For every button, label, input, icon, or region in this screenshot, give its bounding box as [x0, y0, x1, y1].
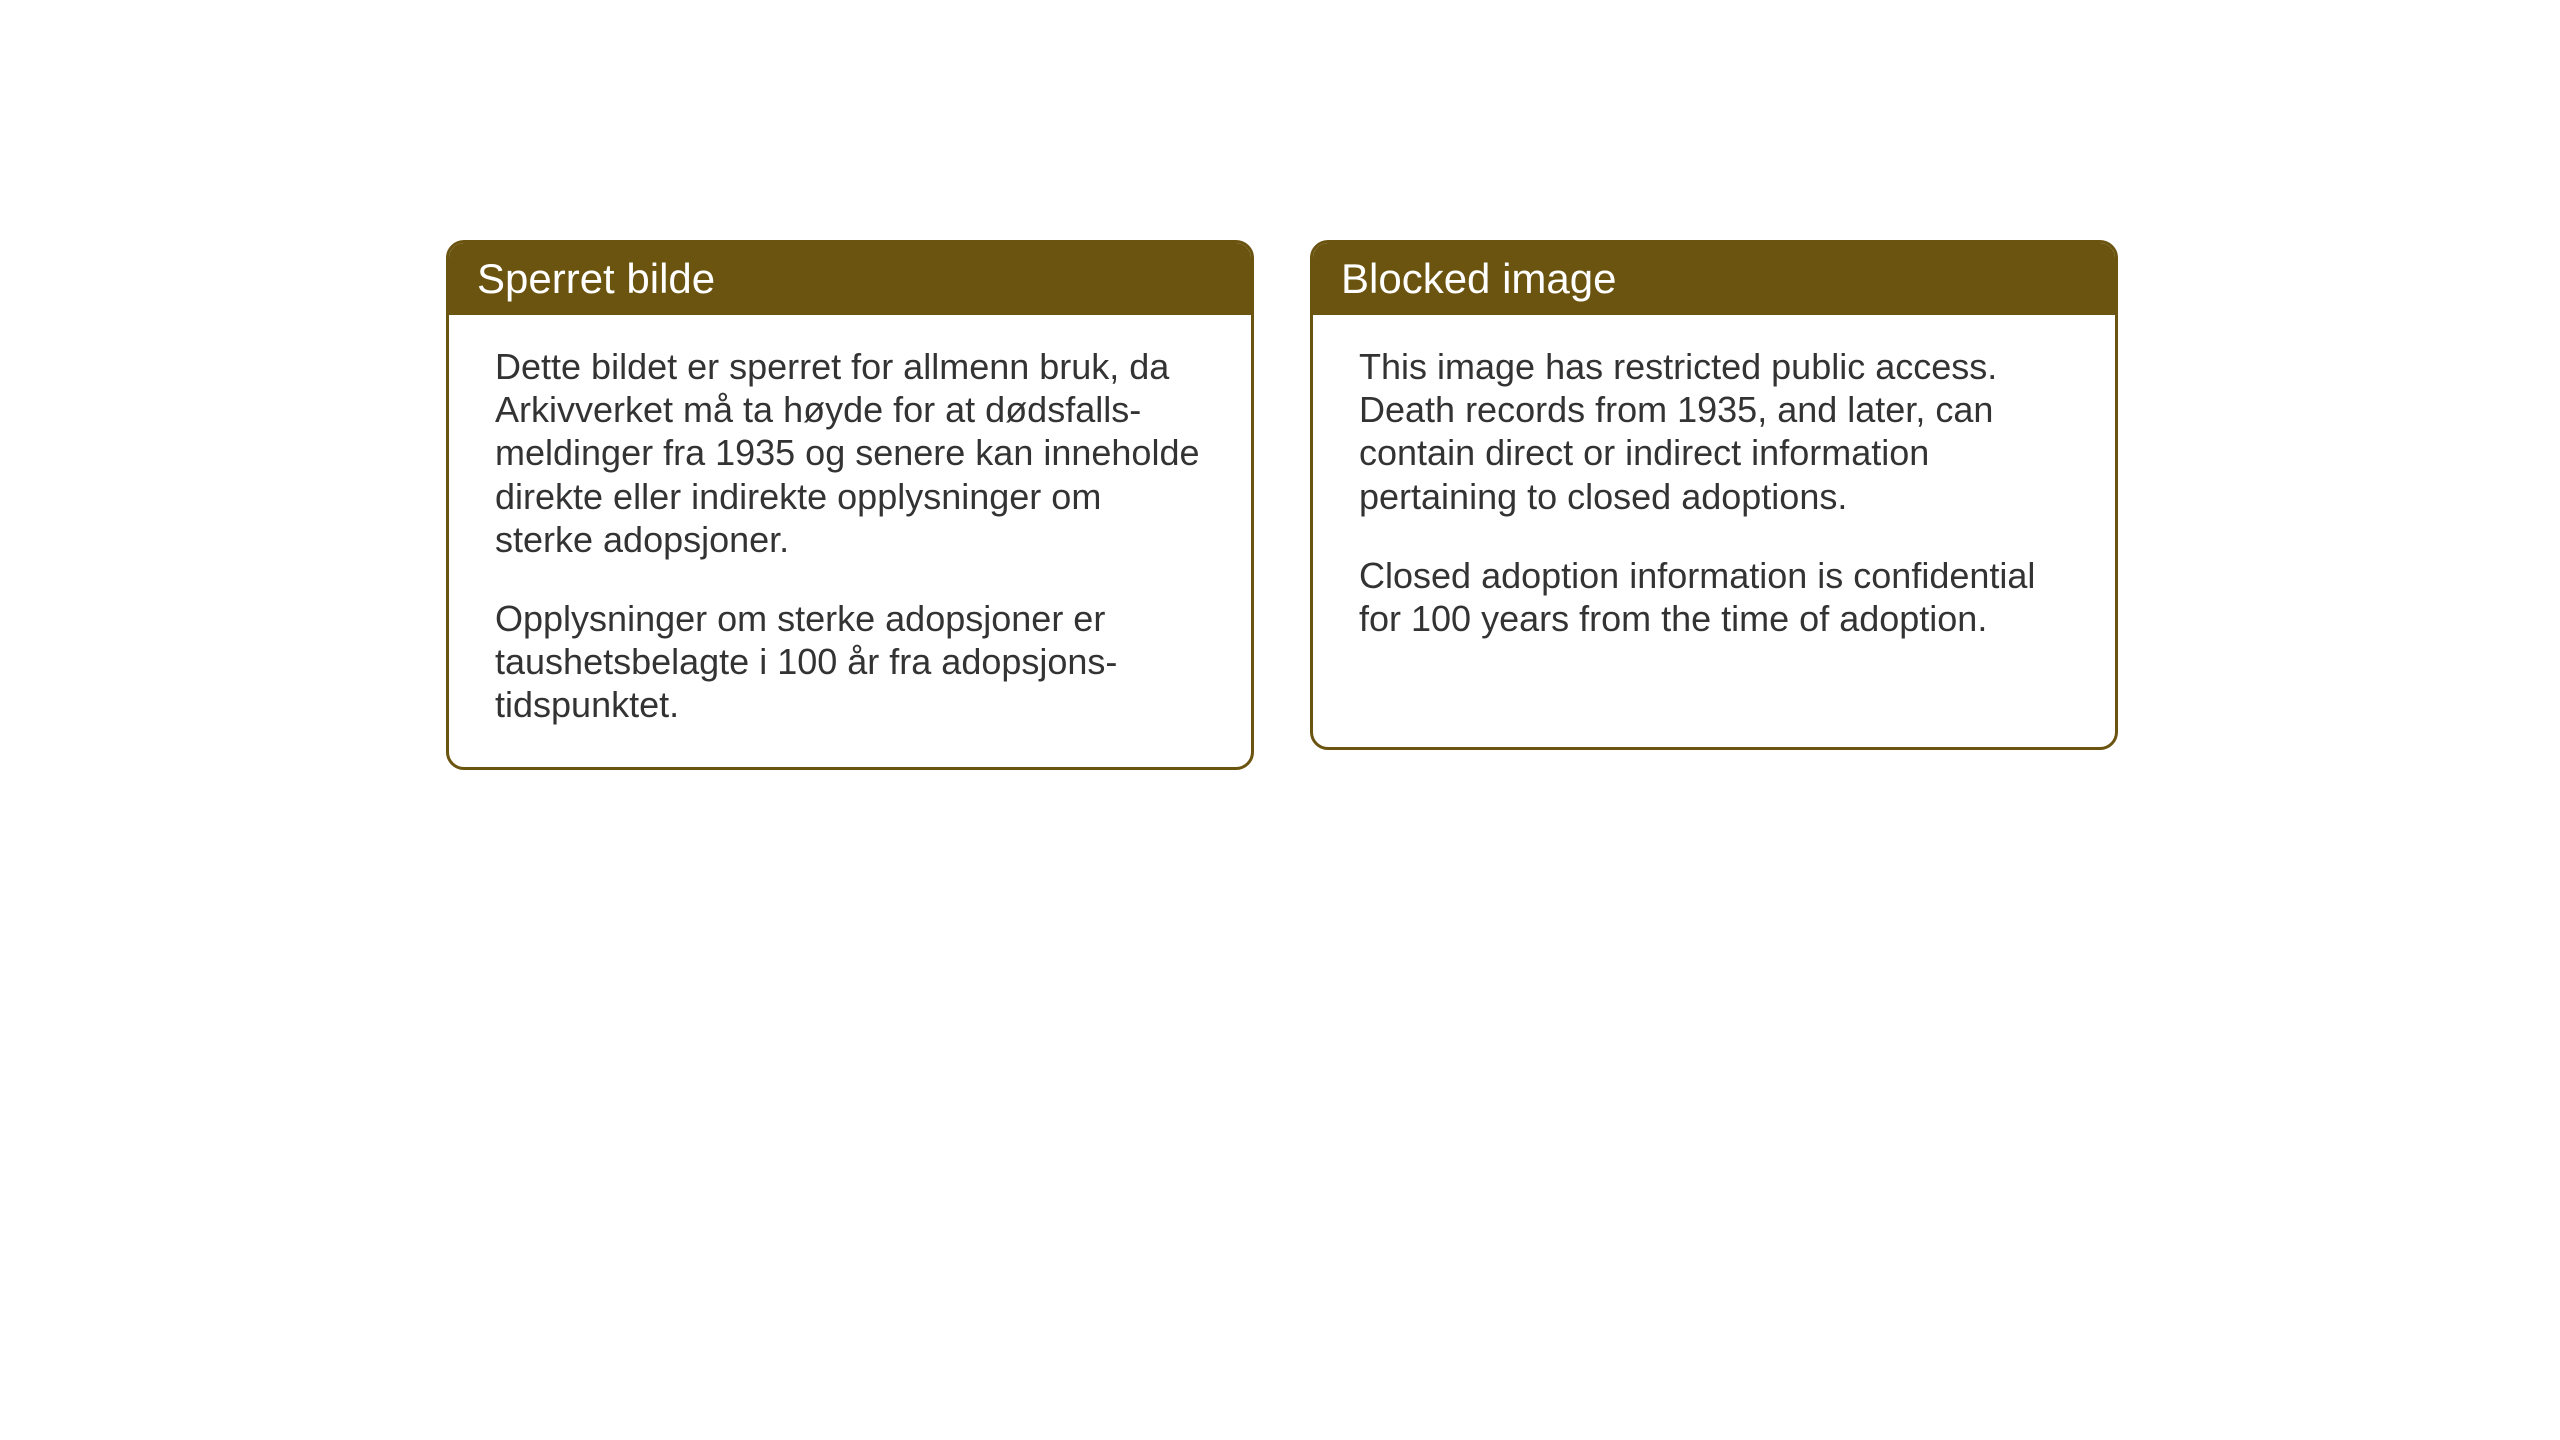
- card-english-paragraph-1: This image has restricted public access.…: [1359, 345, 2069, 518]
- card-norwegian-paragraph-1: Dette bildet er sperret for allmenn bruk…: [495, 345, 1205, 561]
- card-english-title: Blocked image: [1341, 255, 1616, 302]
- card-english-body: This image has restricted public access.…: [1313, 315, 2115, 680]
- card-english-header: Blocked image: [1313, 243, 2115, 315]
- card-english: Blocked image This image has restricted …: [1310, 240, 2118, 750]
- cards-container: Sperret bilde Dette bildet er sperret fo…: [446, 240, 2118, 770]
- card-english-paragraph-2: Closed adoption information is confident…: [1359, 554, 2069, 640]
- card-norwegian-paragraph-2: Opplysninger om sterke adopsjoner er tau…: [495, 597, 1205, 727]
- card-norwegian-header: Sperret bilde: [449, 243, 1251, 315]
- card-norwegian-body: Dette bildet er sperret for allmenn bruk…: [449, 315, 1251, 767]
- card-norwegian: Sperret bilde Dette bildet er sperret fo…: [446, 240, 1254, 770]
- card-norwegian-title: Sperret bilde: [477, 255, 715, 302]
